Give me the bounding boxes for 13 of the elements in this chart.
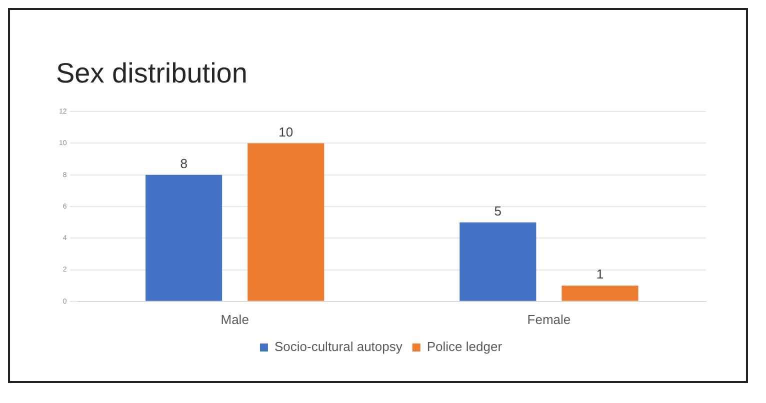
bar (146, 174, 222, 301)
x-tick-label: Male (220, 312, 249, 327)
bar (248, 143, 324, 301)
data-label: 8 (180, 156, 188, 171)
bar (562, 286, 638, 301)
data-label: 5 (494, 203, 502, 218)
data-label: 10 (278, 124, 294, 140)
x-tick-label: Female (527, 312, 571, 327)
chart-title: Sex distribution (56, 58, 248, 89)
data-label: 1 (596, 266, 604, 282)
bar (460, 222, 536, 301)
legend-label: Socio-cultural autopsy (274, 339, 403, 354)
legend-label: Police ledger (426, 339, 503, 354)
